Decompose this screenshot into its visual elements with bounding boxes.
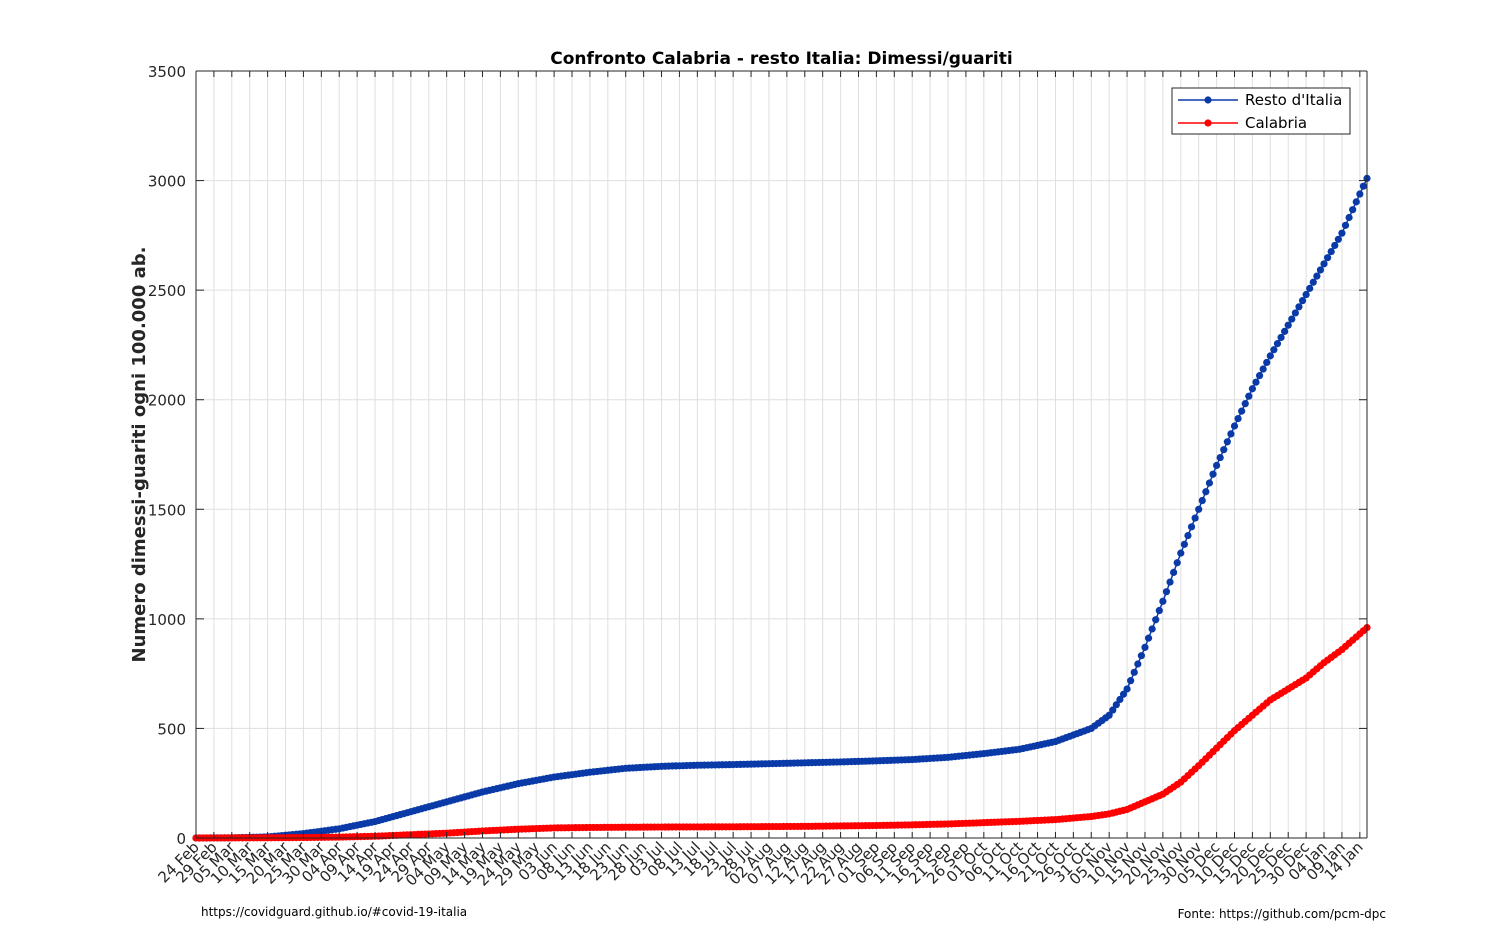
data-point — [1130, 668, 1138, 676]
data-point — [1334, 235, 1342, 243]
legend: Resto d'Italia Calabria — [1171, 87, 1351, 135]
data-point — [1213, 461, 1221, 470]
data-point — [1202, 488, 1210, 496]
data-point — [1198, 496, 1206, 505]
data-point — [1137, 652, 1145, 660]
data-point — [1205, 479, 1214, 487]
data-point — [1230, 422, 1239, 430]
y-tick-label: 3000 — [148, 173, 186, 191]
data-point — [1116, 695, 1124, 704]
y-tick-label: 1000 — [148, 611, 186, 629]
series-resto-italia — [192, 174, 1371, 842]
data-point — [1191, 514, 1199, 522]
data-point — [1209, 470, 1217, 478]
data-point — [1273, 340, 1282, 348]
data-point — [1316, 266, 1325, 274]
legend-swatch-marker — [1204, 119, 1212, 127]
data-point — [1134, 660, 1142, 668]
data-point — [1127, 677, 1135, 685]
data-point — [1180, 540, 1188, 548]
data-point — [1295, 303, 1303, 311]
data-point — [1327, 247, 1335, 256]
data-point — [1173, 559, 1181, 567]
data-point — [1345, 213, 1353, 222]
data-point — [1252, 378, 1260, 386]
legend-box — [1171, 87, 1351, 135]
data-point — [1245, 392, 1253, 400]
data-point — [1306, 284, 1314, 292]
data-point — [1291, 309, 1299, 317]
data-point — [1141, 643, 1149, 651]
data-point — [1302, 290, 1310, 299]
data-point — [1248, 385, 1257, 393]
series-calabria — [192, 624, 1371, 842]
data-point — [1112, 701, 1120, 709]
data-point — [1263, 358, 1271, 367]
data-point — [1123, 685, 1131, 693]
data-point — [1216, 453, 1224, 462]
data-point — [1281, 327, 1289, 335]
data-point — [1184, 531, 1192, 540]
data-point — [1162, 588, 1171, 596]
y-tick-label: 1500 — [148, 501, 186, 519]
plot-area — [196, 71, 1367, 838]
data-point — [1105, 711, 1113, 719]
data-point — [1270, 346, 1278, 354]
data-point — [1309, 278, 1317, 286]
data-point — [1320, 260, 1328, 268]
legend-label: Resto d'Italia — [1245, 91, 1342, 109]
data-point — [1324, 254, 1332, 262]
data-point — [1155, 606, 1163, 615]
data-point — [1119, 690, 1128, 698]
series-layer — [192, 174, 1371, 842]
data-point — [1159, 597, 1167, 605]
data-point — [1227, 430, 1235, 438]
data-point — [1298, 297, 1307, 305]
data-point — [1338, 229, 1346, 237]
data-point — [1349, 206, 1357, 214]
data-point — [1288, 315, 1296, 323]
data-point — [1359, 182, 1368, 190]
y-tick-label: 0 — [176, 830, 186, 848]
data-point — [1284, 321, 1292, 329]
chart-title: Confronto Calabria - resto Italia: Dimes… — [550, 49, 1012, 69]
y-tick-label: 2500 — [148, 282, 186, 300]
data-point — [1238, 407, 1246, 415]
data-point — [1259, 365, 1267, 373]
data-point — [1170, 568, 1178, 577]
data-point — [1220, 446, 1228, 454]
data-point — [1313, 272, 1321, 280]
data-point — [1109, 706, 1117, 714]
data-point — [1144, 634, 1153, 642]
data-point — [1187, 523, 1196, 531]
data-point — [1195, 505, 1203, 513]
data-point — [1255, 372, 1264, 380]
data-point — [1241, 400, 1249, 408]
data-point — [1223, 438, 1231, 446]
data-point — [1341, 221, 1350, 229]
data-point — [1148, 625, 1156, 633]
footer-source-right: Fonte: https://github.com/pcm-dpc — [1178, 907, 1386, 921]
data-point — [1177, 549, 1185, 557]
y-tick-label: 2000 — [148, 392, 186, 410]
data-point — [1266, 352, 1274, 360]
data-point — [1277, 333, 1285, 342]
data-point — [1352, 198, 1360, 206]
data-point — [1152, 616, 1160, 624]
data-point — [1331, 241, 1339, 250]
legend-label: Calabria — [1245, 114, 1307, 132]
data-point — [1356, 190, 1364, 198]
data-point — [1234, 414, 1242, 423]
data-point — [1166, 578, 1174, 586]
y-tick-label: 3500 — [148, 63, 186, 81]
y-tick-label: 500 — [157, 720, 186, 738]
grid — [195, 70, 1367, 839]
footer-source-left[interactable]: https://covidguard.github.io/#covid-19-i… — [201, 905, 467, 919]
legend-swatch-marker — [1204, 96, 1212, 104]
y-axis-label: Numero dimessi-guariti ogni 100.000 ab. — [129, 247, 150, 663]
